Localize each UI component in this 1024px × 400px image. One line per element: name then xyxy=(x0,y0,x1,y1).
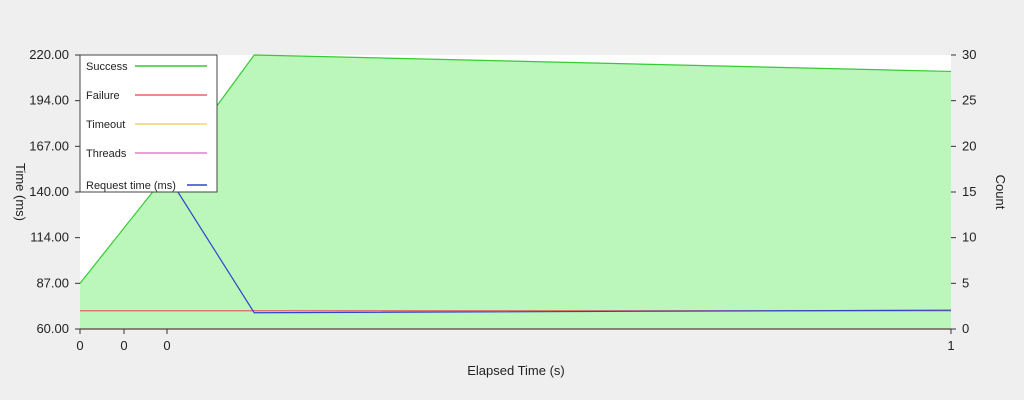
y-left-tick-label: 60.00 xyxy=(36,321,69,336)
legend-label-success: Success xyxy=(86,61,128,73)
x-axis-title: Elapsed Time (s) xyxy=(467,363,565,378)
y-right-tick-label: 15 xyxy=(962,184,976,199)
y-right-tick-label: 25 xyxy=(962,93,976,108)
x-tick-label: 0 xyxy=(76,338,83,353)
legend-label-failure: Failure xyxy=(86,90,120,102)
ticks-layer: 60.00 87.00 114.00 140.00 167.00 194.00 220.00… xyxy=(29,47,976,353)
y-right-tick-label: 30 xyxy=(962,47,976,62)
series-area-success xyxy=(80,55,951,329)
y-right-tick-label: 10 xyxy=(962,230,976,245)
legend-label-request-time-ms: Request time (ms) xyxy=(86,180,176,192)
y-axis-left-title: Time (ms) xyxy=(13,163,28,221)
series-line-request-time-ms xyxy=(166,174,952,314)
y-left-tick-label: 194.00 xyxy=(29,93,69,108)
x-tick-label: 0 xyxy=(120,338,127,353)
y-right-tick-label: 5 xyxy=(962,275,969,290)
legend-label-threads: Threads xyxy=(86,148,127,160)
legend-label-timeout: Timeout xyxy=(86,119,125,131)
legend: Success Failure Timeout Threads Request time… xyxy=(79,54,218,193)
x-tick-label: 1 xyxy=(947,338,954,353)
x-tick-label: 0 xyxy=(163,338,170,353)
y-left-tick-label: 87.00 xyxy=(36,275,69,290)
y-left-tick-label: 114.00 xyxy=(30,230,69,245)
y-right-tick-label: 20 xyxy=(962,138,976,153)
y-axis-right-title: Count xyxy=(993,175,1008,210)
y-left-tick-label: 167.00 xyxy=(29,138,69,153)
y-right-tick-label: 0 xyxy=(962,321,969,336)
y-left-tick-label: 220.00 xyxy=(29,47,69,62)
y-left-tick-label: 140.00 xyxy=(29,184,69,199)
